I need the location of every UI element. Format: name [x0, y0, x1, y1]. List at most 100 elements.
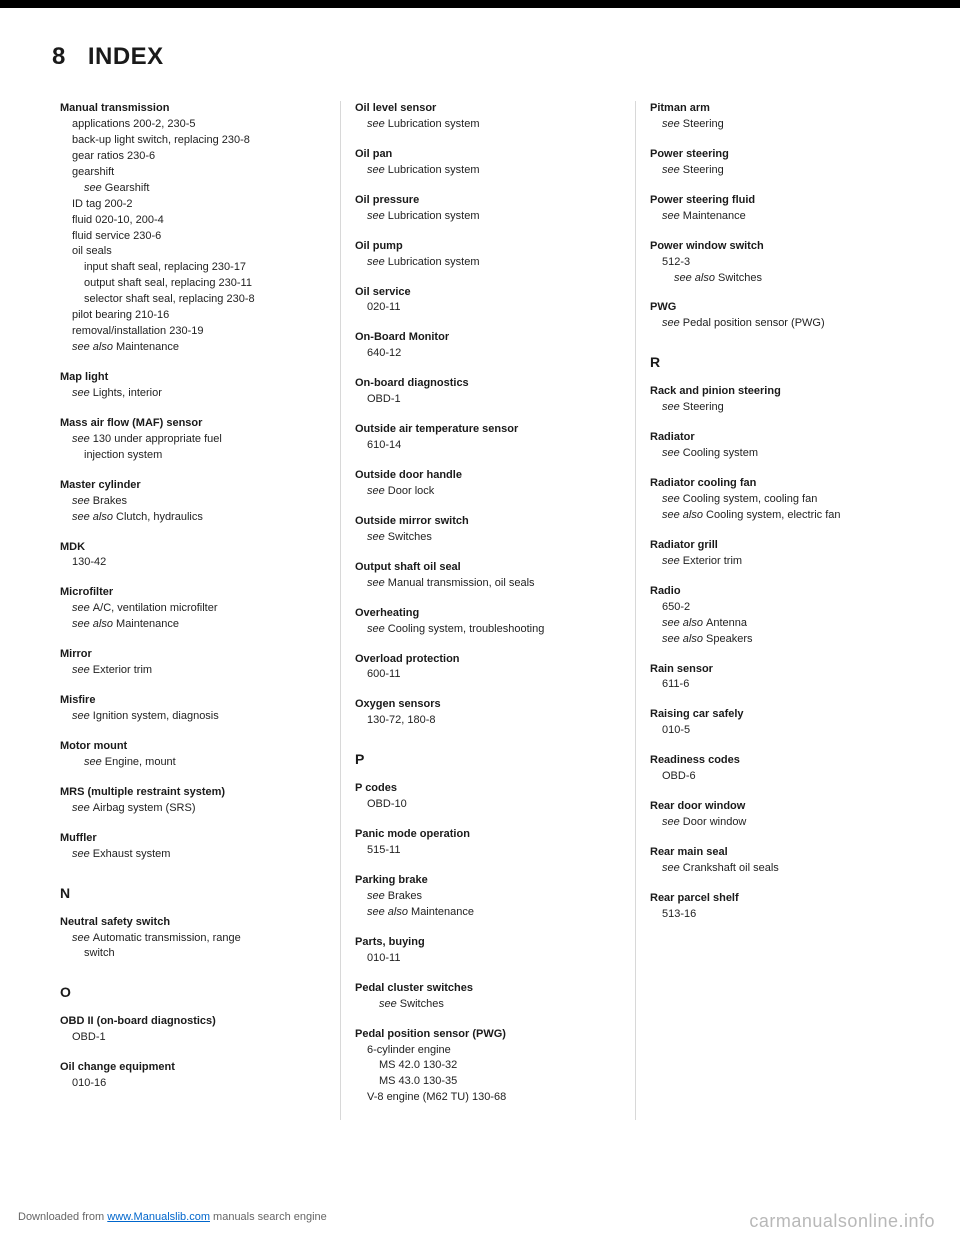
entry-title: Outside air temperature sensor: [355, 422, 617, 438]
entry-title: Motor mount: [60, 739, 322, 755]
entry-line: 010-16: [60, 1076, 322, 1092]
index-entry: Parking brakesee Brakessee also Maintena…: [355, 873, 617, 921]
entry-title: Muffler: [60, 831, 322, 847]
entry-title: Radiator: [650, 430, 912, 446]
entry-line: see Exhaust system: [60, 847, 322, 863]
entry-title: On-Board Monitor: [355, 330, 617, 346]
index-entry: Radio650-2see also Antennasee also Speak…: [650, 584, 912, 648]
entry-title: OBD II (on-board diagnostics): [60, 1014, 322, 1030]
index-entry: Motor mountsee Engine, mount: [60, 739, 322, 771]
entry-line: OBD-6: [650, 769, 912, 785]
entry-line: see also Speakers: [650, 632, 912, 648]
index-entry: Oil service020-11: [355, 285, 617, 317]
entry-line: OBD-10: [355, 797, 617, 813]
entry-line: see Door lock: [355, 484, 617, 500]
entry-line: 020-11: [355, 300, 617, 316]
section-letter: R: [650, 354, 912, 370]
entry-line: fluid service 230-6: [60, 229, 322, 245]
entry-line: see Exterior trim: [650, 554, 912, 570]
entry-line: see Crankshaft oil seals: [650, 861, 912, 877]
entry-title: Radiator cooling fan: [650, 476, 912, 492]
entry-title: Readiness codes: [650, 753, 912, 769]
entry-line: selector shaft seal, replacing 230-8: [60, 292, 322, 308]
entry-line: see Brakes: [60, 494, 322, 510]
entry-title: Parking brake: [355, 873, 617, 889]
index-entry: MRS (multiple restraint system)see Airba…: [60, 785, 322, 817]
index-entry: Parts, buying010-11: [355, 935, 617, 967]
column-3: Pitman armsee Steering Power steeringsee …: [650, 101, 930, 1120]
entry-line: see Lights, interior: [60, 386, 322, 402]
entry-line: see Gearshift: [60, 181, 322, 197]
entry-line: MS 42.0 130-32: [355, 1058, 617, 1074]
section-letter: O: [60, 984, 322, 1000]
entry-title: Oil pan: [355, 147, 617, 163]
index-entry: On-board diagnosticsOBD-1: [355, 376, 617, 408]
footer-link[interactable]: www.Manualslib.com: [107, 1211, 210, 1223]
entry-title: Oil change equipment: [60, 1060, 322, 1076]
entry-title: Parts, buying: [355, 935, 617, 951]
entry-title: On-board diagnostics: [355, 376, 617, 392]
entry-line: 650-2: [650, 600, 912, 616]
entry-line: see Cooling system, cooling fan: [650, 492, 912, 508]
index-entry: Neutral safety switchsee Automatic trans…: [60, 915, 322, 963]
entry-line: see 130 under appropriate fuel: [60, 432, 322, 448]
index-entry: Readiness codesOBD-6: [650, 753, 912, 785]
column-2: Oil level sensorsee Lubrication system Oi…: [355, 101, 635, 1120]
entry-line: see Cooling system, troubleshooting: [355, 622, 617, 638]
entry-line: ID tag 200-2: [60, 197, 322, 213]
entry-line: OBD-1: [355, 392, 617, 408]
entry-line: back-up light switch, replacing 230-8: [60, 133, 322, 149]
index-entry: Panic mode operation515-11: [355, 827, 617, 859]
entry-line: see Lubrication system: [355, 255, 617, 271]
entry-line: 611-6: [650, 677, 912, 693]
index-entry: Outside mirror switchsee Switches: [355, 514, 617, 546]
entry-line: see Engine, mount: [60, 755, 322, 771]
entry-line: see Airbag system (SRS): [60, 801, 322, 817]
index-entry: Pitman armsee Steering: [650, 101, 912, 133]
entry-line: applications 200-2, 230-5: [60, 117, 322, 133]
index-entry: Mass air flow (MAF) sensorsee 130 under …: [60, 416, 322, 464]
index-entry: Pedal position sensor (PWG)6-cylinder en…: [355, 1027, 617, 1107]
index-entry: On-Board Monitor640-12: [355, 330, 617, 362]
entry-line: V-8 engine (M62 TU) 130-68: [355, 1090, 617, 1106]
entry-line: gearshift: [60, 165, 322, 181]
entry-line: MS 43.0 130-35: [355, 1074, 617, 1090]
index-entry: Oil pressuresee Lubrication system: [355, 193, 617, 225]
entry-line: see also Clutch, hydraulics: [60, 510, 322, 526]
entry-title: Output shaft oil seal: [355, 560, 617, 576]
column-1: Manual transmissionapplications 200-2, 2…: [60, 101, 340, 1120]
index-entry: Output shaft oil sealsee Manual transmis…: [355, 560, 617, 592]
index-entry: Master cylindersee Brakessee also Clutch…: [60, 478, 322, 526]
section-letter: N: [60, 885, 322, 901]
entry-title: Rear main seal: [650, 845, 912, 861]
entry-title: Panic mode operation: [355, 827, 617, 843]
entry-title: Pedal position sensor (PWG): [355, 1027, 617, 1043]
entry-title: P codes: [355, 781, 617, 797]
entry-line: 010-5: [650, 723, 912, 739]
entry-line: see Cooling system: [650, 446, 912, 462]
page-title: INDEX: [88, 43, 164, 71]
entry-line: see Steering: [650, 163, 912, 179]
entry-line: see Brakes: [355, 889, 617, 905]
index-entry: Oil pumpsee Lubrication system: [355, 239, 617, 271]
index-entry: Oxygen sensors130-72, 180-8: [355, 697, 617, 729]
entry-line: 130-42: [60, 555, 322, 571]
entry-title: Overheating: [355, 606, 617, 622]
entry-title: Mass air flow (MAF) sensor: [60, 416, 322, 432]
page-header: 8 INDEX: [0, 8, 960, 71]
entry-title: Oil pressure: [355, 193, 617, 209]
entry-line: see Steering: [650, 400, 912, 416]
entry-title: Map light: [60, 370, 322, 386]
entry-line: see Ignition system, diagnosis: [60, 709, 322, 725]
entry-title: MDK: [60, 540, 322, 556]
entry-line: see Automatic transmission, range: [60, 931, 322, 947]
entry-title: Radiator grill: [650, 538, 912, 554]
index-entry: Power steeringsee Steering: [650, 147, 912, 179]
footer-watermark: carmanualsonline.info: [749, 1211, 935, 1232]
index-entry: Oil level sensorsee Lubrication system: [355, 101, 617, 133]
index-entry: Rear main sealsee Crankshaft oil seals: [650, 845, 912, 877]
index-entry: Manual transmissionapplications 200-2, 2…: [60, 101, 322, 356]
entry-title: Mirror: [60, 647, 322, 663]
index-entry: Raising car safely010-5: [650, 707, 912, 739]
entry-line: 513-16: [650, 907, 912, 923]
